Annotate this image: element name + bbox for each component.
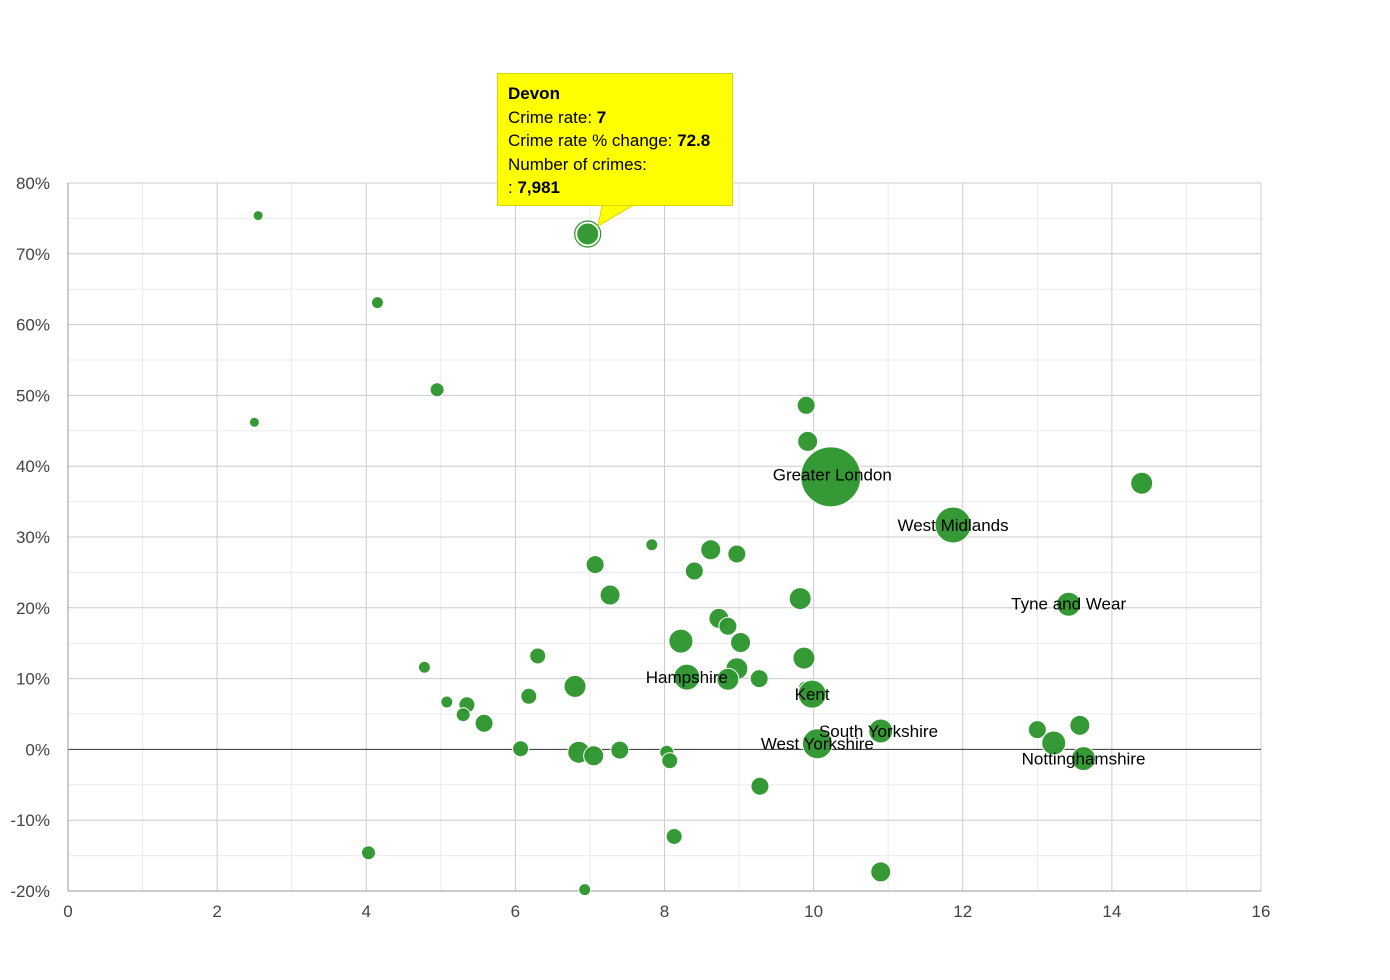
- x-axis-tick-labels: 0 2 4 6 8 10 12 14 16: [63, 902, 1270, 921]
- bubble-label: Tyne and Wear: [1011, 595, 1126, 614]
- x-tick-label: 0: [63, 902, 72, 921]
- x-tick-label: 10: [804, 902, 823, 921]
- y-tick-label: 0%: [25, 740, 50, 759]
- bubble-kent: [797, 679, 827, 709]
- bubble: [520, 687, 538, 705]
- bubble: [668, 628, 694, 654]
- bubble: [727, 544, 747, 564]
- bubble: [730, 631, 752, 653]
- tooltip-crimes-prefix: :: [508, 178, 518, 197]
- bubble: [370, 296, 384, 310]
- y-tick-label: 60%: [16, 316, 50, 335]
- bubble: [661, 752, 679, 770]
- bubble: [750, 776, 770, 796]
- bubble-nottinghamshire: [1071, 746, 1097, 772]
- x-tick-label: 4: [362, 902, 371, 921]
- y-tick-label: 80%: [16, 174, 50, 193]
- bubble: [360, 845, 376, 861]
- tooltip-crime-rate-label: Crime rate:: [508, 107, 597, 127]
- bubble: [252, 210, 264, 222]
- bubble: [684, 561, 704, 581]
- bubble: [610, 740, 630, 760]
- bubble: [529, 647, 547, 665]
- bubble: [512, 740, 530, 758]
- y-tick-label: 30%: [16, 528, 50, 547]
- bubble: [1027, 720, 1047, 740]
- tooltip-crimes-label: Number of crimes:: [508, 154, 647, 174]
- y-tick-label: -10%: [10, 811, 50, 830]
- tooltip-crimes-value: 7,981: [517, 178, 560, 197]
- tooltip-change-value: 72.8: [677, 131, 711, 150]
- bubble: [796, 395, 816, 415]
- tooltip-pointer: [597, 205, 634, 227]
- bubble: [645, 538, 659, 552]
- bubble-south-yorkshire: [868, 718, 894, 744]
- x-tick-label: 12: [953, 902, 972, 921]
- tooltip-crime-rate-value: 7: [596, 107, 607, 127]
- x-tick-label: 2: [212, 902, 221, 921]
- x-tick-label: 8: [660, 902, 669, 921]
- bubble: [578, 883, 592, 897]
- bubble-hampshire: [673, 663, 701, 691]
- bubble: [716, 667, 740, 691]
- tooltip-title: Devon: [508, 84, 560, 103]
- bubble: [797, 430, 819, 452]
- bubble-label: Greater London: [773, 466, 892, 485]
- bubble: [429, 382, 445, 398]
- y-tick-label: 70%: [16, 245, 50, 264]
- bubble: [792, 646, 816, 670]
- bubble-label: West Yorkshire: [761, 735, 874, 754]
- y-tick-label: 20%: [16, 599, 50, 618]
- bubble: [599, 584, 621, 606]
- bubble-label: West Midlands: [897, 516, 1008, 535]
- y-tick-label: 40%: [16, 457, 50, 476]
- bubble-series: [248, 210, 1154, 897]
- bubble-greater-london: [800, 446, 862, 508]
- bubble: [563, 674, 587, 698]
- bubble: [718, 616, 738, 636]
- y-axis-tick-labels: 80% 70% 60% 50% 40% 30% 20% 10% 0% -10% -20%: [10, 174, 50, 901]
- bubble: [1069, 714, 1091, 736]
- bubble-label: Hampshire: [646, 668, 728, 687]
- y-tick-label: -20%: [10, 882, 50, 901]
- bubble-highlight-ring: [574, 220, 602, 248]
- x-tick-label: 14: [1102, 902, 1121, 921]
- bubble: [749, 669, 769, 689]
- bubble-devon: [576, 222, 600, 246]
- bubble-label: Nottinghamshire: [1022, 750, 1146, 769]
- bubble: [1041, 730, 1067, 756]
- bubble: [455, 707, 471, 723]
- bubble: [1130, 471, 1154, 495]
- bubble: [248, 416, 260, 428]
- bubble: [788, 587, 812, 611]
- x-tick-label: 6: [511, 902, 520, 921]
- bubble: [665, 827, 683, 845]
- bubble-labels: Greater London West Midlands Tyne and Wear…: [646, 466, 1146, 769]
- x-tick-label: 16: [1252, 902, 1271, 921]
- bubble: [583, 745, 605, 767]
- bubble: [870, 861, 892, 883]
- tooltip-change-label: Crime rate % change:: [508, 131, 678, 150]
- bubble: [585, 555, 605, 575]
- tooltip: Devon Crime rate: 7 Crime rate % change:…: [497, 73, 733, 206]
- bubble-west-midlands: [934, 506, 972, 544]
- bubble-west-yorkshire: [801, 728, 833, 760]
- bubble: [474, 713, 494, 733]
- bubble-tyne-and-wear: [1056, 591, 1082, 617]
- y-tick-label: 10%: [16, 670, 50, 689]
- bubble-label: Kent: [795, 685, 830, 704]
- bubble: [417, 660, 431, 674]
- y-tick-label: 50%: [16, 386, 50, 405]
- bubble: [700, 539, 722, 561]
- bubble-label: South Yorkshire: [819, 722, 938, 741]
- bubble: [440, 695, 454, 709]
- tooltip-tail: [597, 205, 634, 227]
